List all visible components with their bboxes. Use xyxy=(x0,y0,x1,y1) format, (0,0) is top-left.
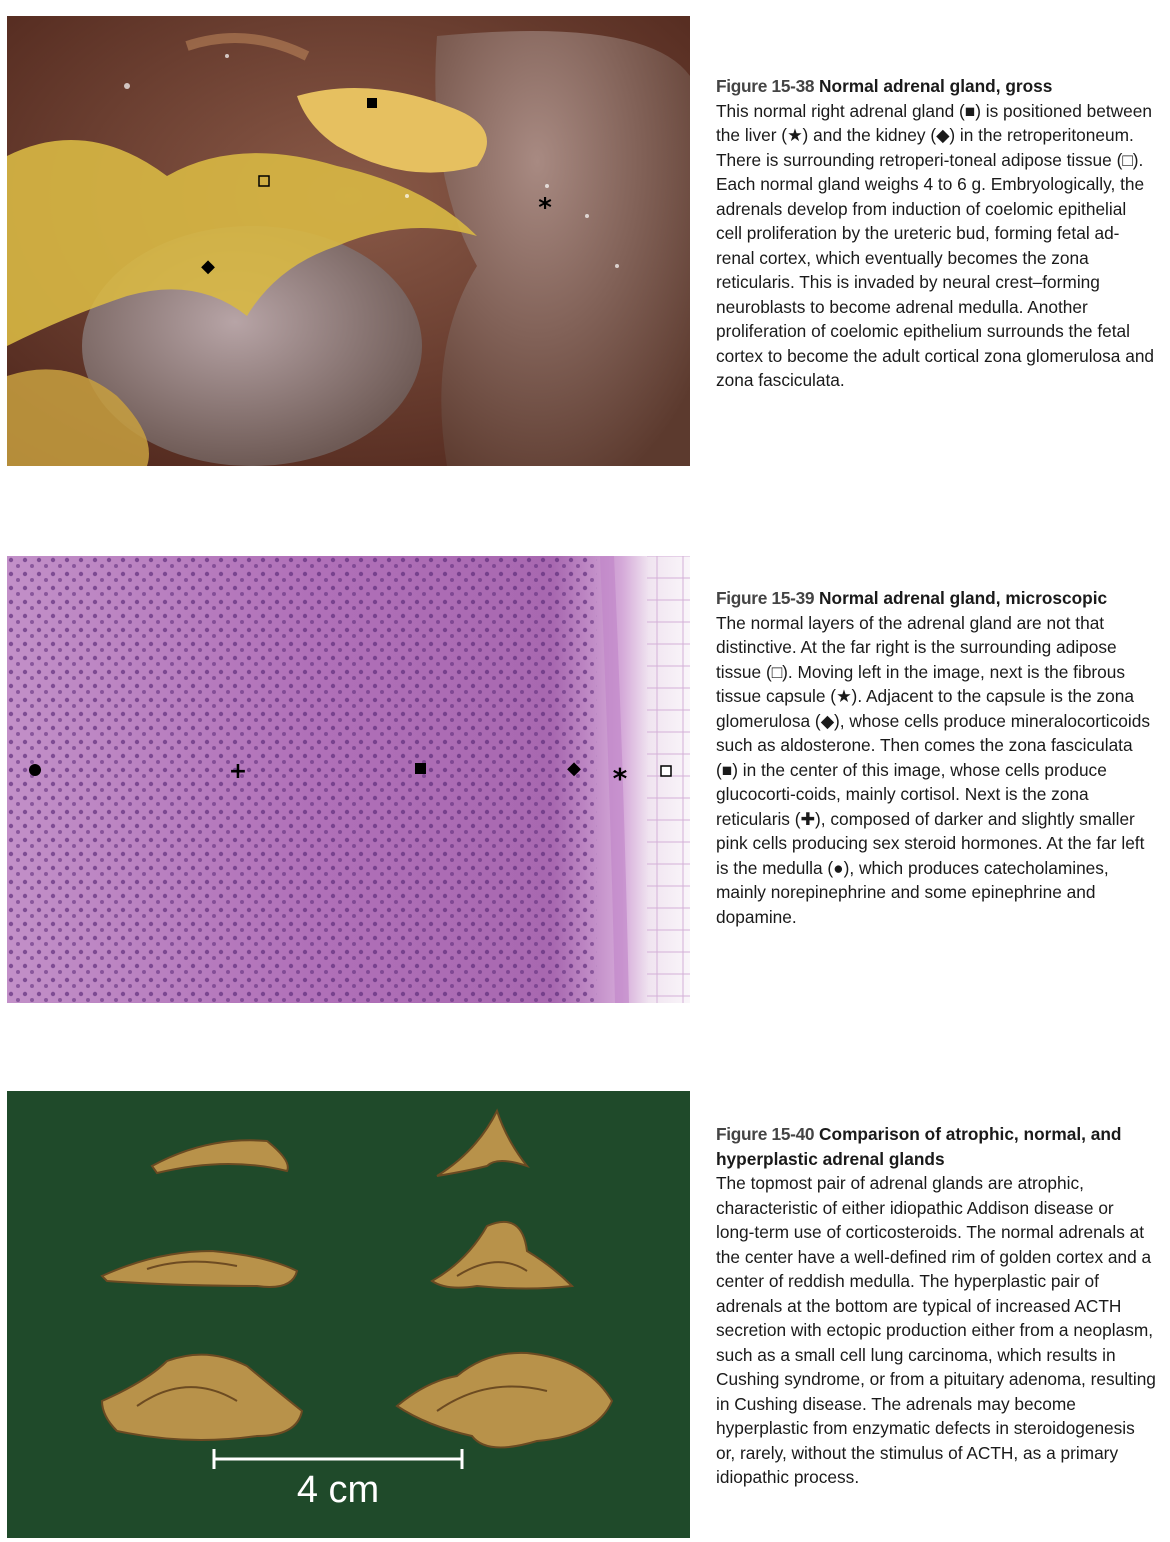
figure-title: Comparison of atrophic, normal, and hype… xyxy=(716,1124,1122,1169)
hyperplastic-gland-left xyxy=(100,1353,304,1441)
figure-number: Figure 15-38 xyxy=(716,76,815,96)
atrophic-gland-right xyxy=(436,1108,530,1177)
figure-body: This normal right adrenal gland (■) is p… xyxy=(716,100,1155,391)
marker-fasciculata-square xyxy=(415,763,426,774)
marker-capsule-star: * xyxy=(613,762,628,795)
marker-liver-star: * xyxy=(538,193,552,223)
atrophic-gland-left xyxy=(150,1139,289,1175)
figure-body: The topmost pair of adrenal glands are a… xyxy=(716,1173,1156,1487)
marker-kidney-diamond: ◆ xyxy=(201,256,215,277)
figure-number: Figure 15-39 xyxy=(716,588,815,608)
histology-photo: + ◆ * xyxy=(7,556,690,1003)
caption-figure-15-38: Figure 15-38 Normal adrenal gland, gross… xyxy=(716,74,1156,393)
gross-photo: * ◆ xyxy=(7,16,690,466)
scale-label: 4 cm xyxy=(297,1469,379,1511)
marker-adipose-open-square xyxy=(660,765,672,777)
hyperplastic-gland-right xyxy=(395,1351,614,1449)
caption-figure-15-39: Figure 15-39 Normal adrenal gland, micro… xyxy=(716,586,1156,929)
marker-adrenal-square xyxy=(367,98,377,108)
specimen-photo: 4 cm xyxy=(7,1091,690,1538)
marker-glomerulosa-diamond: ◆ xyxy=(567,758,581,779)
scale-bar xyxy=(212,1449,464,1469)
figure-body: The normal layers of the adrenal gland a… xyxy=(716,612,1150,927)
marker-medulla-circle xyxy=(29,764,41,776)
marker-adipose-open-square xyxy=(258,175,270,187)
figure-title: Normal adrenal gland, gross xyxy=(819,76,1053,96)
figure-number: Figure 15-40 xyxy=(716,1124,815,1144)
marker-reticularis-plus: + xyxy=(229,759,247,784)
normal-gland-left xyxy=(100,1249,299,1288)
figure-title: Normal adrenal gland, microscopic xyxy=(819,588,1108,608)
normal-gland-right xyxy=(430,1221,575,1290)
caption-figure-15-40: Figure 15-40 Comparison of atrophic, nor… xyxy=(716,1122,1156,1490)
